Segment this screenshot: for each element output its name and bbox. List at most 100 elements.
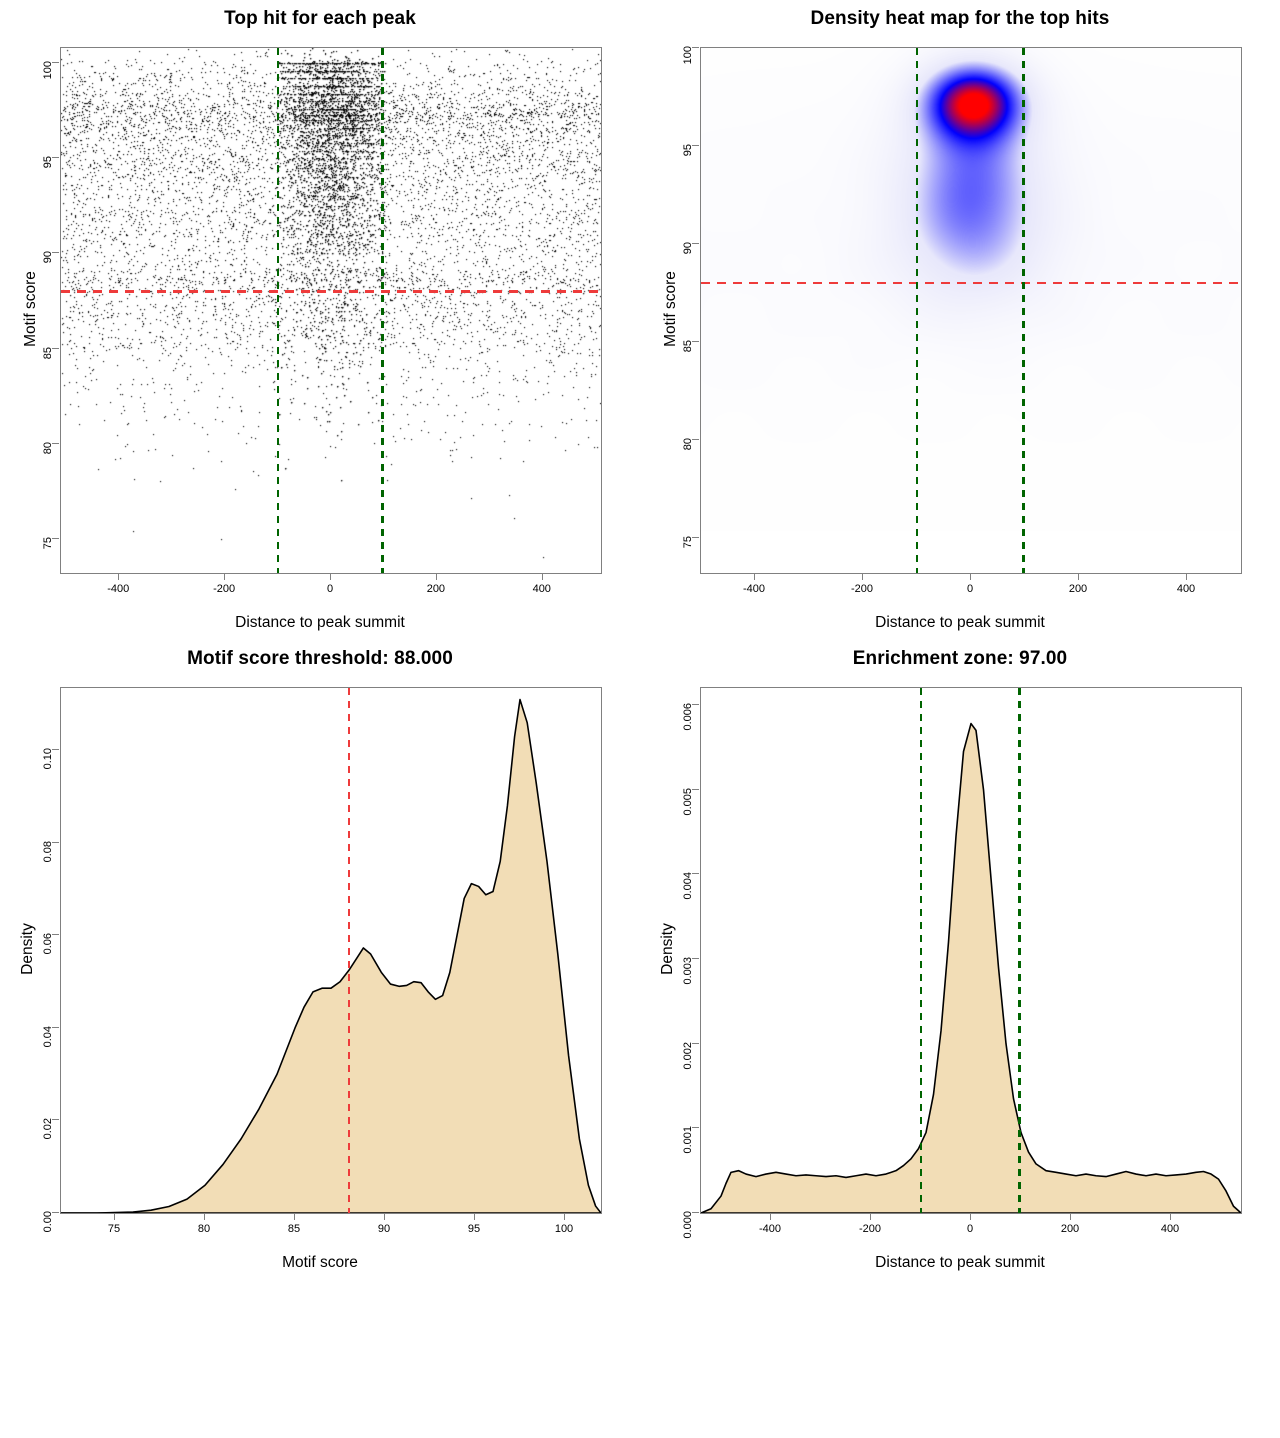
y-tick-label: 0.004 — [682, 872, 694, 900]
y-tick-label: 0.02 — [42, 1118, 54, 1140]
panel-title: Motif score threshold: 88.000 — [187, 648, 453, 669]
y-tick-label: 0.006 — [682, 702, 694, 731]
panel-density-heatmap: Density heat map for the top hits -400 -2… — [640, 0, 1280, 640]
y-tick — [52, 1212, 59, 1213]
y-tick-label: 85 — [682, 339, 694, 353]
plot-area — [700, 47, 1242, 574]
x-tick-label: 400 — [532, 583, 551, 595]
x-tick — [330, 573, 331, 580]
panel-title: Top hit for each peak — [224, 8, 416, 29]
y-tick — [52, 252, 59, 254]
x-tick-label: -200 — [858, 1223, 882, 1235]
y-tick-label: 75 — [42, 536, 54, 549]
x-tick-label: 0 — [326, 583, 334, 595]
zone-line — [915, 48, 919, 573]
x-tick — [204, 1213, 205, 1220]
y-tick — [692, 957, 699, 959]
y-tick-label: 0.10 — [42, 748, 54, 770]
y-tick — [692, 788, 699, 790]
y-tick — [52, 157, 59, 159]
x-tick-label: -400 — [742, 583, 766, 595]
x-tick — [970, 573, 971, 580]
y-tick-label: 0.001 — [682, 1126, 694, 1154]
y-tick-label: 80 — [42, 441, 54, 454]
panel-motif-score-density: Motif score threshold: 88.000 75 80 85 90 95… — [0, 640, 640, 1280]
x-tick — [294, 1213, 295, 1220]
density-area — [61, 699, 601, 1213]
y-tick-label: 0.005 — [682, 787, 694, 816]
y-tick-label: 100 — [682, 46, 694, 65]
x-tick — [1078, 573, 1079, 580]
x-tick — [770, 1213, 771, 1220]
threshold-line — [61, 290, 601, 293]
panel-title: Enrichment zone: 97.00 — [852, 648, 1068, 669]
y-tick — [692, 242, 699, 244]
panel-title: Density heat map for the top hits — [810, 8, 1110, 29]
x-tick — [435, 573, 437, 580]
heatmap-canvas — [701, 48, 1241, 573]
y-axis-label: Density — [19, 923, 36, 975]
density-area — [701, 723, 1241, 1213]
y-tick — [692, 1127, 699, 1129]
y-tick-label: 75 — [682, 535, 694, 548]
x-tick — [564, 1213, 565, 1220]
y-tick-label: 0.06 — [42, 933, 54, 955]
x-tick — [970, 1213, 971, 1220]
x-tick — [1186, 573, 1187, 580]
x-tick-label: -400 — [758, 1223, 782, 1235]
zone-line — [919, 688, 923, 1213]
y-tick — [692, 144, 699, 146]
y-tick-label: 0.003 — [682, 956, 694, 985]
y-tick — [52, 537, 59, 539]
plot-area — [60, 47, 602, 574]
y-tick — [692, 703, 699, 705]
x-tick-label: 0 — [966, 583, 974, 595]
y-tick — [52, 347, 59, 349]
zone-line — [347, 688, 351, 1213]
y-tick-label: 0.04 — [42, 1025, 54, 1048]
x-tick — [1170, 1213, 1171, 1220]
y-axis-label: Motif score — [22, 271, 39, 347]
y-tick — [52, 749, 59, 751]
panel-top-hit-scatter: Top hit for each peak -400 -200 0 200 400 75 8… — [0, 0, 640, 640]
x-tick-label: 75 — [107, 1223, 121, 1235]
threshold-line — [701, 281, 1241, 285]
x-tick — [114, 1213, 115, 1220]
y-tick-label: 0.08 — [42, 840, 54, 863]
y-tick — [692, 47, 699, 48]
y-tick — [692, 873, 699, 875]
x-tick-label: 400 — [1160, 1223, 1180, 1235]
density-curve — [701, 722, 1241, 1213]
x-tick-label: 80 — [197, 1223, 211, 1235]
y-tick — [52, 841, 59, 843]
x-axis-label: Distance to peak summit — [875, 1254, 1045, 1271]
density-curve — [61, 698, 601, 1213]
plot-area — [700, 687, 1242, 1214]
x-axis-label: Distance to peak summit — [235, 614, 405, 631]
x-tick — [541, 573, 543, 580]
y-tick — [692, 438, 699, 440]
y-tick-label: 85 — [42, 346, 54, 359]
y-tick — [692, 1212, 699, 1213]
x-tick — [118, 573, 120, 580]
x-tick-label: 200 — [1060, 1223, 1080, 1235]
x-tick-label: 0 — [966, 1223, 974, 1235]
x-tick-label: 200 — [426, 583, 446, 595]
panel-enrichment-zone-density: Enrichment zone: 97.00 -400 -200 0 200 400 0.… — [640, 640, 1280, 1280]
y-tick-label: 95 — [682, 143, 694, 157]
zone-line — [1018, 688, 1021, 1213]
zone-line — [1022, 48, 1025, 573]
y-tick-label: 95 — [42, 156, 54, 169]
x-tick — [384, 1213, 385, 1220]
y-axis-label: Motif score — [662, 271, 679, 347]
x-tick-label: -200 — [850, 583, 874, 595]
x-axis-label: Distance to peak summit — [875, 614, 1045, 631]
x-tick — [224, 573, 226, 580]
y-tick — [692, 340, 699, 342]
y-tick — [692, 536, 699, 538]
y-tick-label: 90 — [682, 241, 694, 255]
x-tick — [754, 573, 755, 580]
plot-area — [60, 687, 602, 1214]
y-tick-label: 100 — [42, 61, 54, 80]
x-tick-label: -400 — [107, 583, 130, 595]
